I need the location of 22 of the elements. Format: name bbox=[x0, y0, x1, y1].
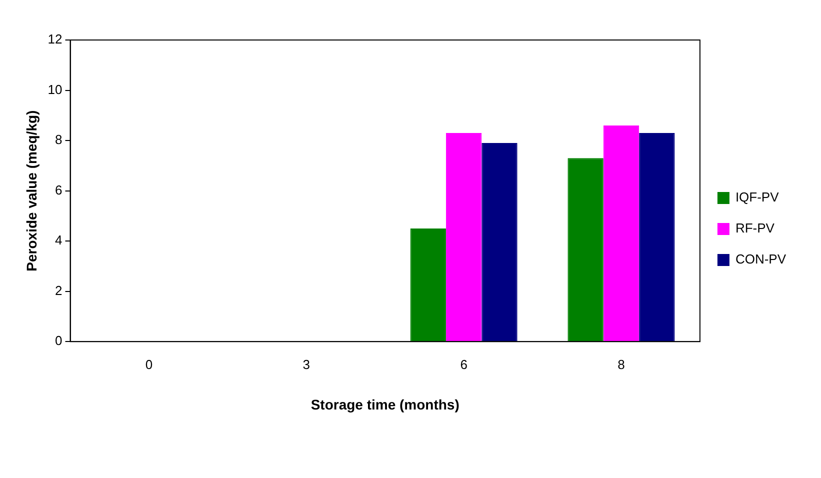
y-tick-label: 0 bbox=[55, 333, 62, 348]
bar bbox=[482, 143, 518, 342]
x-axis-title: Storage time (months) bbox=[310, 396, 460, 412]
bar bbox=[410, 228, 446, 342]
bar bbox=[446, 132, 482, 342]
y-tick-label: 2 bbox=[55, 282, 62, 298]
x-tick-label: 6 bbox=[460, 356, 468, 372]
bar bbox=[603, 125, 640, 342]
legend-label: CON-PV bbox=[735, 252, 786, 267]
bar bbox=[639, 132, 675, 342]
x-tick-label: 3 bbox=[302, 356, 310, 372]
y-tick-label: 4 bbox=[55, 232, 62, 248]
x-tick-label: 0 bbox=[145, 356, 153, 372]
y-tick-label: 8 bbox=[55, 132, 62, 148]
legend-label: IQF-PV bbox=[735, 190, 780, 205]
legend-label: RF-PV bbox=[735, 220, 775, 236]
y-tick-label: 10 bbox=[48, 82, 62, 97]
y-tick-label: 12 bbox=[48, 32, 62, 47]
y-tick-label: 6 bbox=[55, 182, 62, 198]
y-axis-title: Peroxide value (meq/kg) bbox=[23, 110, 40, 272]
bar bbox=[568, 158, 604, 342]
x-tick-label: 8 bbox=[618, 356, 625, 372]
